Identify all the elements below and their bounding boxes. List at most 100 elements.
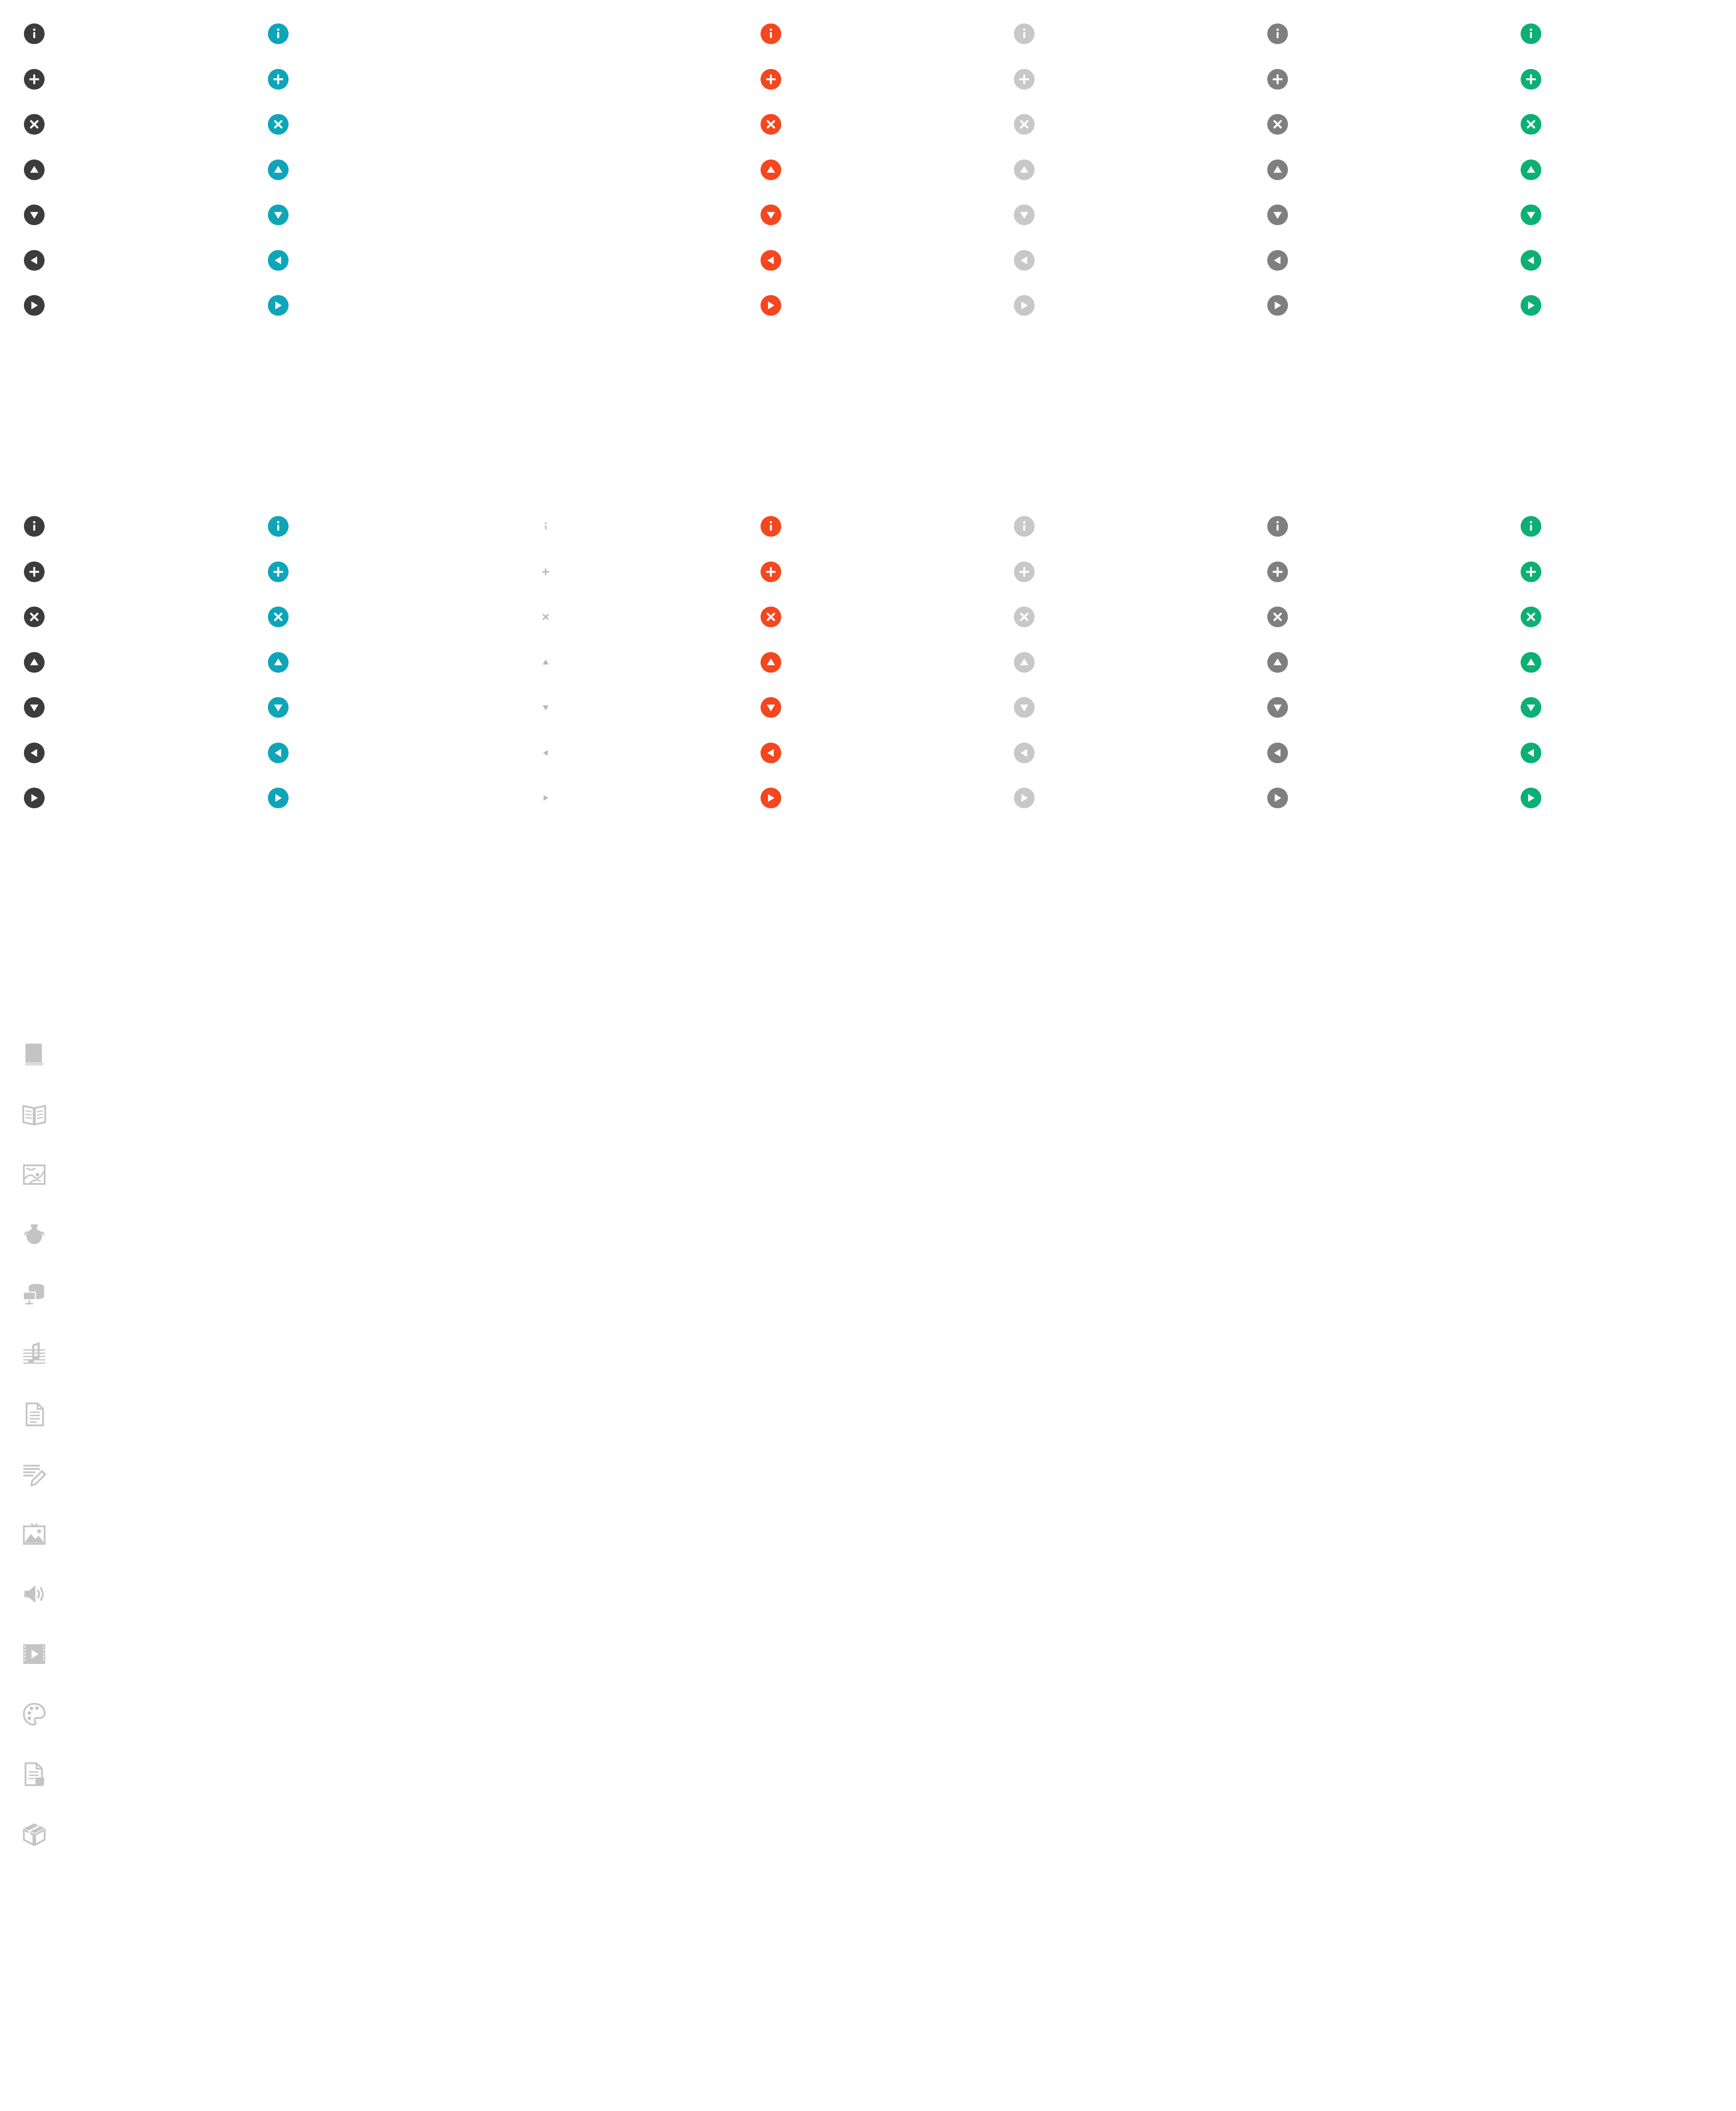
arrow-left-icon bbox=[1013, 250, 1035, 271]
plus-icon bbox=[267, 68, 289, 90]
arrow-down-icon bbox=[1267, 697, 1288, 718]
arrow-up-icon bbox=[23, 159, 45, 181]
arrow-down-icon bbox=[1013, 204, 1035, 226]
arrow-up-icon bbox=[1267, 652, 1288, 673]
arrow-left-icon bbox=[1520, 742, 1542, 764]
plus-icon bbox=[1013, 68, 1035, 90]
arrow-right-icon bbox=[1520, 295, 1542, 316]
info-icon bbox=[267, 516, 289, 537]
vase-icon bbox=[21, 1221, 47, 1247]
database-icon bbox=[21, 1281, 47, 1307]
arrow-up-icon bbox=[1013, 652, 1035, 673]
arrow-left-icon bbox=[1520, 250, 1542, 271]
info-icon bbox=[535, 516, 556, 537]
arrow-down-icon bbox=[23, 697, 45, 718]
sheet-music-icon bbox=[21, 1341, 47, 1367]
image-icon bbox=[21, 1521, 47, 1547]
arrow-left-icon bbox=[535, 742, 556, 764]
book-icon bbox=[21, 1041, 47, 1068]
arrow-down-icon bbox=[760, 697, 782, 718]
arrow-right-icon bbox=[1013, 295, 1035, 316]
plus-icon bbox=[1520, 561, 1542, 583]
arrow-left-icon bbox=[23, 742, 45, 764]
close-icon bbox=[760, 114, 782, 135]
plus-icon bbox=[1267, 68, 1288, 90]
arrow-left-icon bbox=[1267, 742, 1288, 764]
plus-icon bbox=[535, 561, 556, 583]
arrow-right-icon bbox=[1267, 787, 1288, 809]
plus-icon bbox=[23, 68, 45, 90]
info-icon bbox=[1267, 23, 1288, 45]
arrow-left-icon bbox=[267, 250, 289, 271]
arrow-down-icon bbox=[1520, 204, 1542, 226]
file-icon bbox=[21, 1761, 47, 1787]
plus-icon bbox=[760, 68, 782, 90]
arrow-down-icon bbox=[23, 204, 45, 226]
arrow-up-icon bbox=[1267, 159, 1288, 181]
arrow-left-icon bbox=[1013, 742, 1035, 764]
close-icon bbox=[23, 114, 45, 135]
arrow-down-icon bbox=[267, 204, 289, 226]
arrow-down-icon bbox=[760, 204, 782, 226]
arrow-right-icon bbox=[1013, 787, 1035, 809]
arrow-up-icon bbox=[23, 652, 45, 673]
palette-icon bbox=[21, 1701, 47, 1727]
close-icon bbox=[267, 114, 289, 135]
info-icon bbox=[1013, 23, 1035, 45]
arrow-right-icon bbox=[760, 787, 782, 809]
plus-icon bbox=[1520, 68, 1542, 90]
close-icon bbox=[1520, 606, 1542, 628]
arrow-down-icon bbox=[1013, 697, 1035, 718]
close-icon bbox=[1267, 114, 1288, 135]
plus-icon bbox=[267, 561, 289, 583]
close-icon bbox=[1267, 606, 1288, 628]
info-icon bbox=[1520, 23, 1542, 45]
info-icon bbox=[760, 23, 782, 45]
arrow-right-icon bbox=[535, 787, 556, 809]
arrow-up-icon bbox=[1520, 652, 1542, 673]
arrow-up-icon bbox=[1520, 159, 1542, 181]
arrow-right-icon bbox=[23, 295, 45, 316]
close-icon bbox=[535, 606, 556, 628]
info-icon bbox=[1013, 516, 1035, 537]
arrow-right-icon bbox=[267, 787, 289, 809]
arrow-right-icon bbox=[267, 295, 289, 316]
edit-note-icon bbox=[21, 1461, 47, 1488]
plus-icon bbox=[760, 561, 782, 583]
arrow-up-icon bbox=[760, 159, 782, 181]
plus-icon bbox=[23, 561, 45, 583]
arrow-down-icon bbox=[1520, 697, 1542, 718]
video-icon bbox=[21, 1641, 47, 1667]
arrow-up-icon bbox=[760, 652, 782, 673]
close-icon bbox=[267, 606, 289, 628]
arrow-down-icon bbox=[1267, 204, 1288, 226]
arrow-up-icon bbox=[267, 159, 289, 181]
close-icon bbox=[1013, 114, 1035, 135]
arrow-left-icon bbox=[23, 250, 45, 271]
info-icon bbox=[23, 23, 45, 45]
arrow-right-icon bbox=[23, 787, 45, 809]
close-icon bbox=[1520, 114, 1542, 135]
arrow-left-icon bbox=[760, 250, 782, 271]
open-book-icon bbox=[21, 1101, 47, 1128]
arrow-up-icon bbox=[1013, 159, 1035, 181]
info-icon bbox=[1267, 516, 1288, 537]
info-icon bbox=[1520, 516, 1542, 537]
plus-icon bbox=[1267, 561, 1288, 583]
close-icon bbox=[23, 606, 45, 628]
info-icon bbox=[760, 516, 782, 537]
arrow-right-icon bbox=[1520, 787, 1542, 809]
plus-icon bbox=[1013, 561, 1035, 583]
arrow-up-icon bbox=[267, 652, 289, 673]
arrow-right-icon bbox=[760, 295, 782, 316]
document-icon bbox=[21, 1401, 47, 1428]
arrow-right-icon bbox=[1267, 295, 1288, 316]
arrow-left-icon bbox=[1267, 250, 1288, 271]
map-icon bbox=[21, 1162, 47, 1188]
package-icon bbox=[21, 1821, 47, 1847]
info-icon bbox=[23, 516, 45, 537]
arrow-up-icon bbox=[535, 652, 556, 673]
close-icon bbox=[1013, 606, 1035, 628]
arrow-left-icon bbox=[760, 742, 782, 764]
arrow-down-icon bbox=[267, 697, 289, 718]
